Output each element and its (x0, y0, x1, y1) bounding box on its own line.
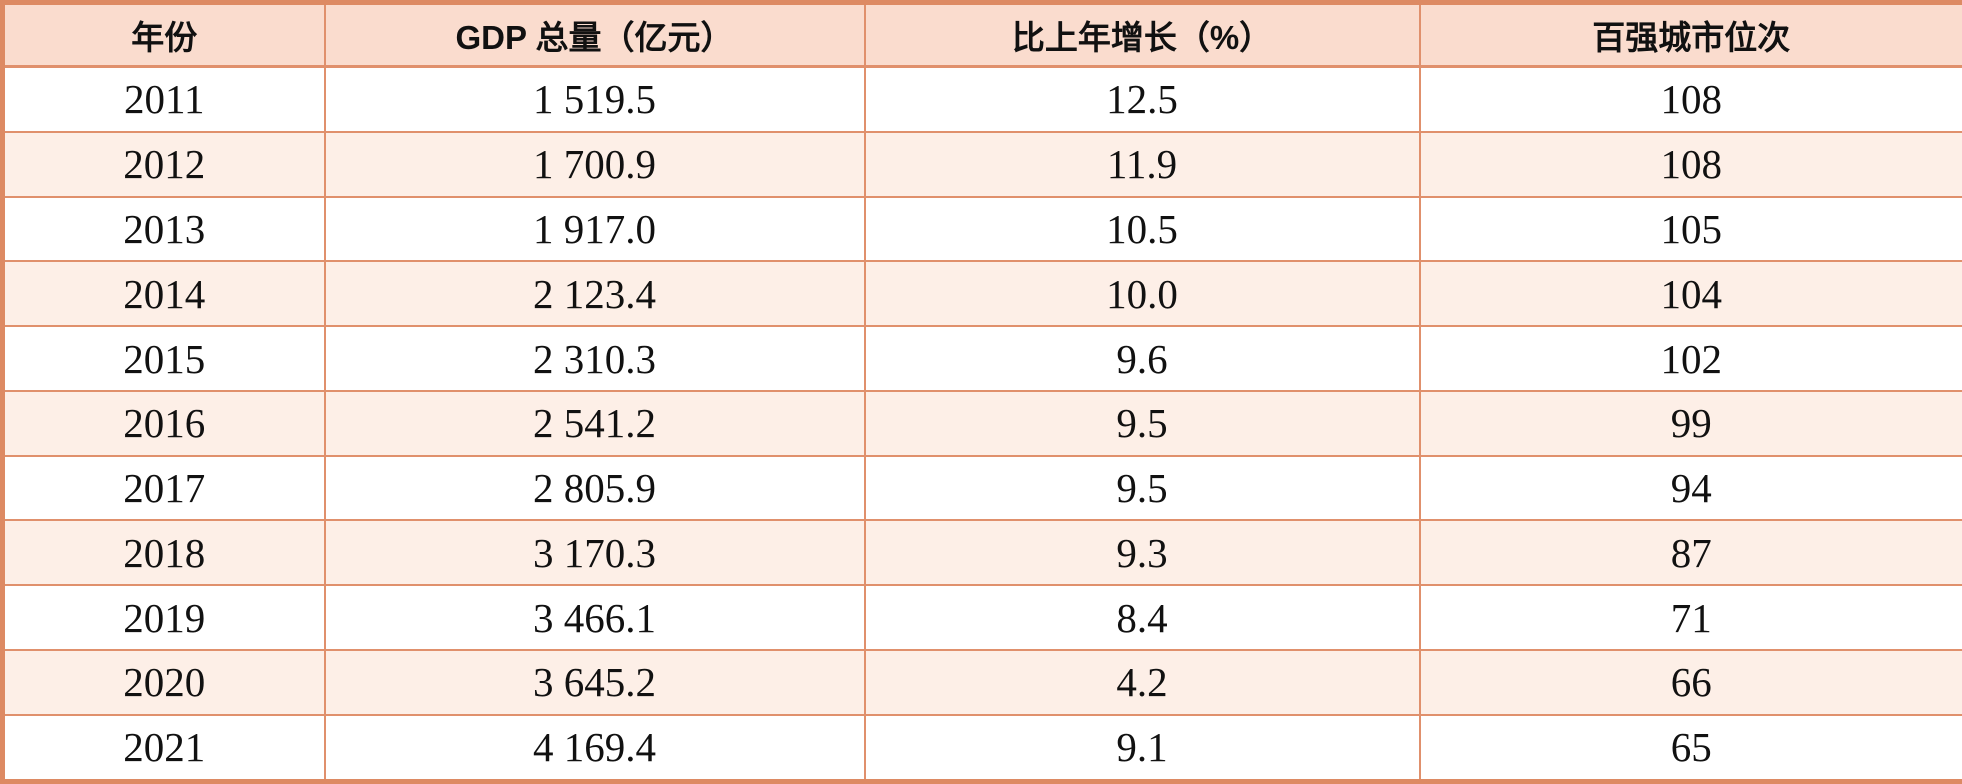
col-header-rank: 百强城市位次 (1418, 1, 1962, 68)
cell-rank: 71 (1418, 584, 1962, 651)
cell-gdp: 2 805.9 (323, 454, 866, 522)
cell-year: 2012 (1, 130, 326, 198)
cell-year: 2016 (1, 389, 326, 457)
cell-growth: 9.5 (863, 454, 1421, 522)
cell-year: 2018 (1, 519, 326, 587)
cell-gdp: 1 917.0 (323, 195, 866, 263)
cell-growth: 11.9 (863, 130, 1421, 198)
table-row: 2014 2 123.4 10.0 104 (1, 260, 1962, 328)
col-header-year: 年份 (1, 1, 326, 68)
table-row: 2013 1 917.0 10.5 105 (1, 195, 1962, 263)
cell-growth: 12.5 (863, 65, 1421, 133)
header-row: 年份 GDP 总量（亿元） 比上年增长（%） 百强城市位次 (1, 1, 1962, 68)
cell-growth: 10.5 (863, 195, 1421, 263)
cell-year: 2020 (1, 648, 326, 716)
cell-year: 2019 (1, 584, 326, 651)
cell-gdp: 1 519.5 (323, 65, 866, 133)
cell-gdp: 3 466.1 (323, 584, 866, 651)
cell-gdp: 1 700.9 (323, 130, 866, 198)
table-row: 2016 2 541.2 9.5 99 (1, 389, 1962, 457)
cell-rank: 94 (1418, 454, 1962, 522)
cell-rank: 99 (1418, 389, 1962, 457)
cell-rank: 66 (1418, 648, 1962, 716)
cell-year: 2013 (1, 195, 326, 263)
table-header: 年份 GDP 总量（亿元） 比上年增长（%） 百强城市位次 (1, 1, 1962, 68)
cell-growth: 9.6 (863, 325, 1421, 392)
cell-gdp: 4 169.4 (323, 713, 866, 783)
cell-year: 2021 (1, 713, 326, 783)
cell-growth: 8.4 (863, 584, 1421, 651)
table-row: 2015 2 310.3 9.6 102 (1, 325, 1962, 392)
cell-rank: 65 (1418, 713, 1962, 783)
cell-year: 2011 (1, 65, 326, 133)
cell-growth: 9.1 (863, 713, 1421, 783)
cell-growth: 4.2 (863, 648, 1421, 716)
cell-gdp: 2 310.3 (323, 325, 866, 392)
col-header-gdp: GDP 总量（亿元） (323, 1, 866, 68)
cell-rank: 105 (1418, 195, 1962, 263)
table-row: 2017 2 805.9 9.5 94 (1, 454, 1962, 522)
cell-gdp: 3 645.2 (323, 648, 866, 716)
table-row: 2011 1 519.5 12.5 108 (1, 65, 1962, 133)
cell-gdp: 3 170.3 (323, 519, 866, 587)
col-header-growth: 比上年增长（%） (863, 1, 1421, 68)
cell-rank: 108 (1418, 130, 1962, 198)
table-row: 2012 1 700.9 11.9 108 (1, 130, 1962, 198)
cell-year: 2014 (1, 260, 326, 328)
cell-growth: 10.0 (863, 260, 1421, 328)
cell-rank: 108 (1418, 65, 1962, 133)
cell-growth: 9.5 (863, 389, 1421, 457)
cell-growth: 9.3 (863, 519, 1421, 587)
cell-year: 2015 (1, 325, 326, 392)
cell-gdp: 2 541.2 (323, 389, 866, 457)
table-row: 2018 3 170.3 9.3 87 (1, 519, 1962, 587)
table-row: 2021 4 169.4 9.1 65 (1, 713, 1962, 783)
table-body: 2011 1 519.5 12.5 108 2012 1 700.9 11.9 … (1, 65, 1962, 783)
cell-rank: 102 (1418, 325, 1962, 392)
table-row: 2019 3 466.1 8.4 71 (1, 584, 1962, 651)
cell-year: 2017 (1, 454, 326, 522)
cell-gdp: 2 123.4 (323, 260, 866, 328)
cell-rank: 104 (1418, 260, 1962, 328)
table-row: 2020 3 645.2 4.2 66 (1, 648, 1962, 716)
cell-rank: 87 (1418, 519, 1962, 587)
